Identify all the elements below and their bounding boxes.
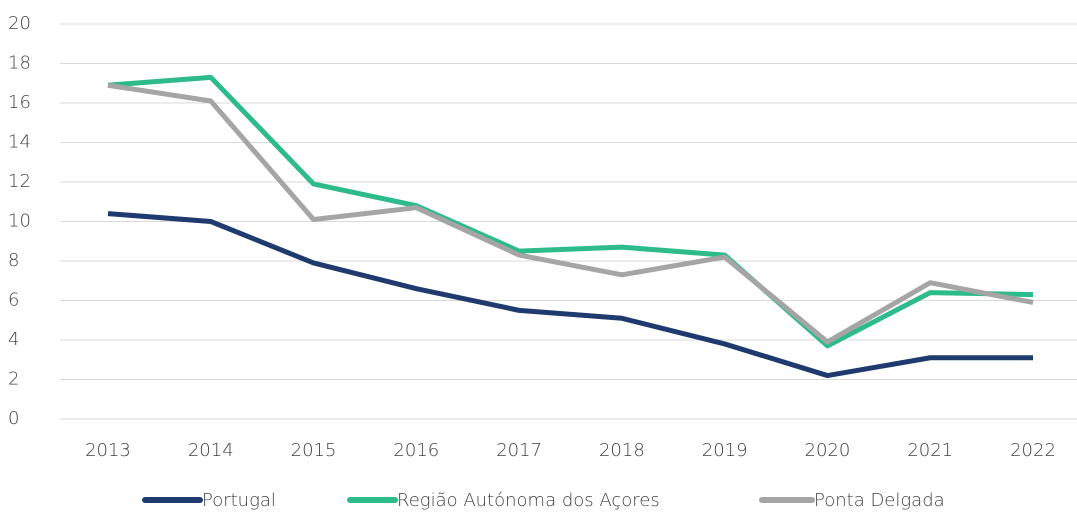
y-tick-label: 16 bbox=[8, 92, 31, 113]
y-tick-label: 4 bbox=[8, 329, 19, 350]
series-line bbox=[107, 211, 1034, 379]
y-tick-label: 2 bbox=[8, 369, 19, 390]
x-tick-label: 2021 bbox=[907, 440, 953, 461]
y-tick-label: 14 bbox=[8, 132, 31, 153]
x-tick-label: 2017 bbox=[496, 440, 542, 461]
y-tick-label: 12 bbox=[8, 171, 31, 192]
x-tick-label: 2022 bbox=[1010, 440, 1056, 461]
series-line bbox=[107, 74, 1034, 349]
x-tick-label: 2018 bbox=[599, 440, 645, 461]
y-tick-label: 6 bbox=[8, 290, 19, 311]
x-tick-label: 2020 bbox=[805, 440, 851, 461]
x-tick-label: 2014 bbox=[188, 440, 234, 461]
series-line bbox=[107, 82, 1034, 345]
y-tick-label: 8 bbox=[8, 250, 19, 271]
legend-label: Região Autónoma dos Açores bbox=[397, 490, 660, 511]
y-tick-label: 0 bbox=[8, 408, 19, 429]
legend-label: Ponta Delgada bbox=[814, 490, 945, 511]
x-tick-label: 2016 bbox=[393, 440, 439, 461]
x-tick-label: 2013 bbox=[85, 440, 131, 461]
y-tick-label: 10 bbox=[8, 211, 31, 232]
x-tick-label: 2015 bbox=[291, 440, 337, 461]
legend-label: Portugal bbox=[202, 490, 276, 511]
y-tick-label: 18 bbox=[8, 53, 31, 74]
y-tick-label: 20 bbox=[8, 13, 31, 34]
x-tick-label: 2019 bbox=[702, 440, 748, 461]
